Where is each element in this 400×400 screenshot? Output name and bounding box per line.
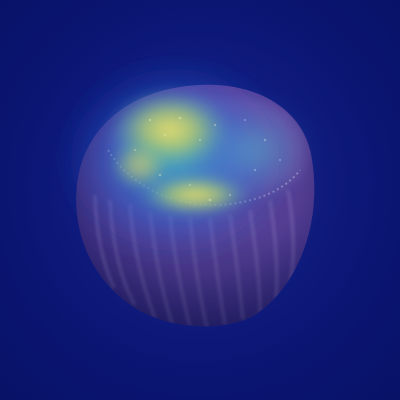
heat-hotspot-left (110, 140, 170, 190)
heatmap-overlay (60, 60, 310, 260)
heat-hotspot-rim (140, 175, 250, 215)
surface-speckle (134, 116, 281, 202)
